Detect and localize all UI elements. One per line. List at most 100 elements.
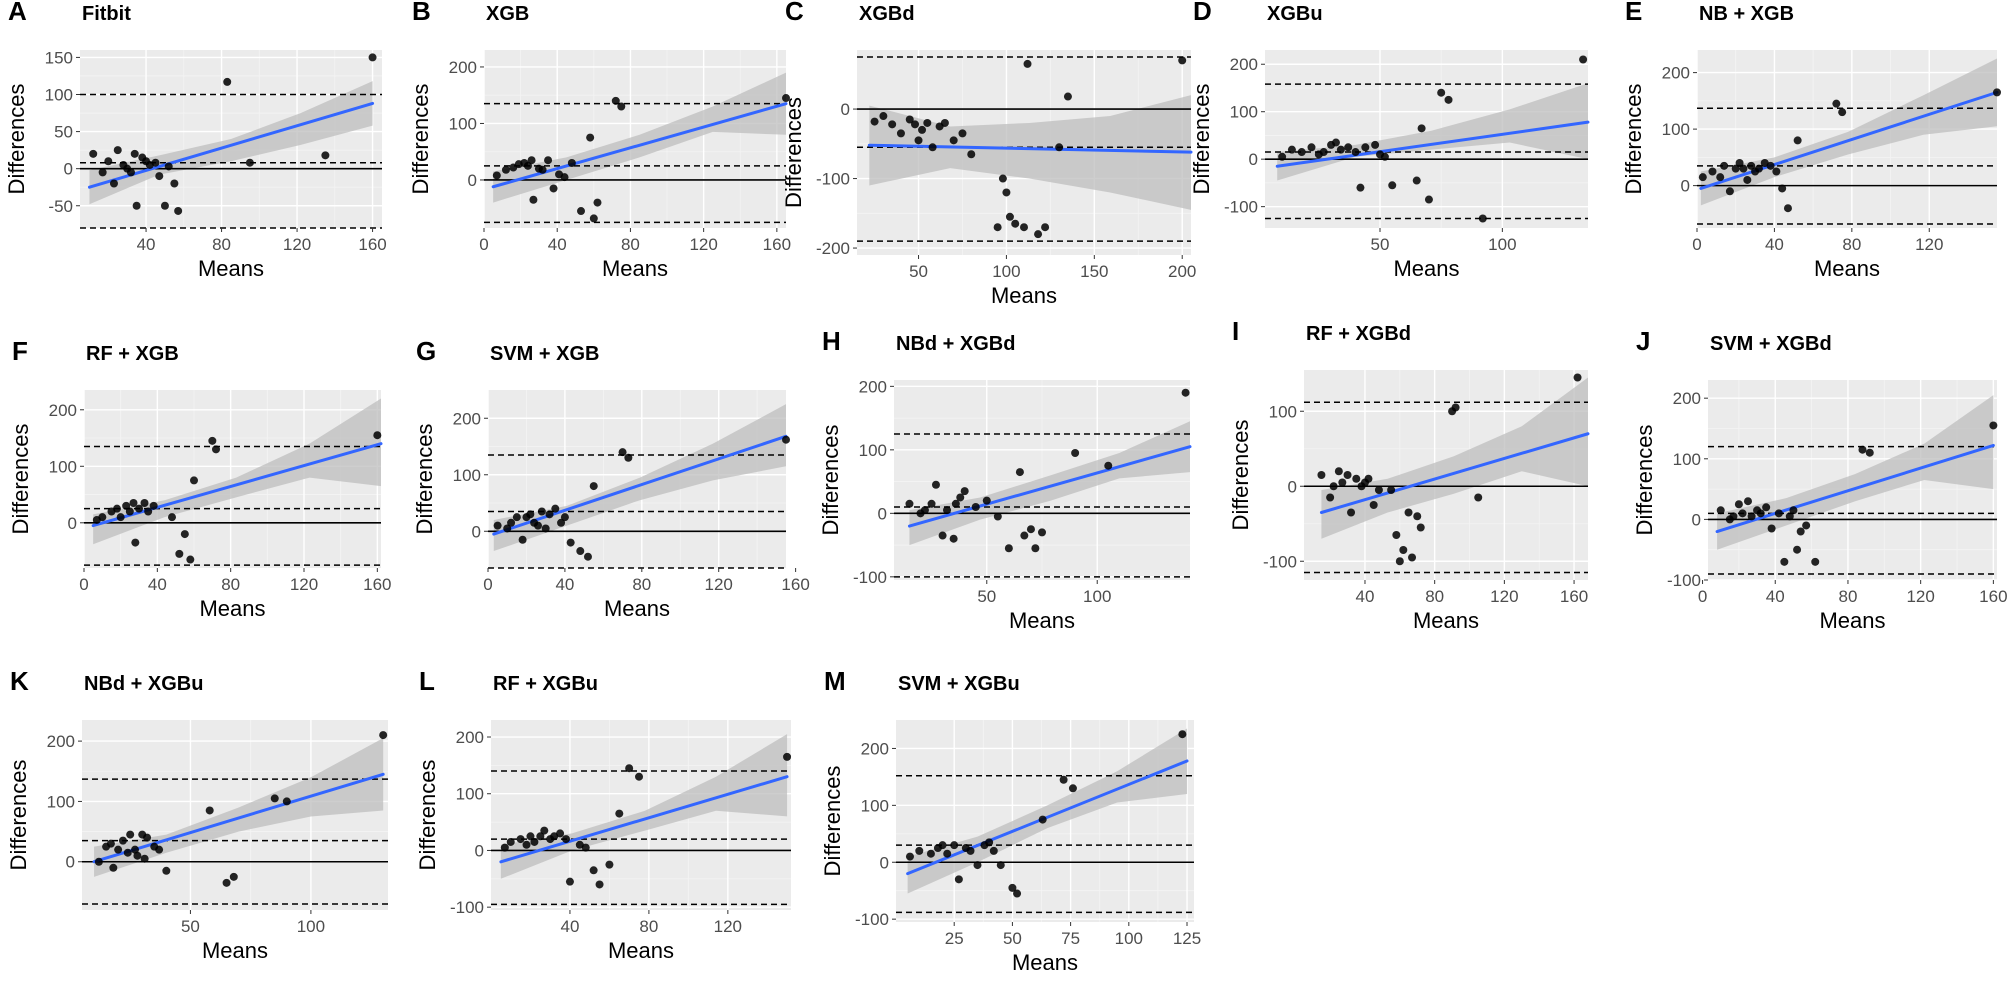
y-tick-label: 200 (49, 401, 77, 420)
data-point (1371, 140, 1380, 149)
data-point (1329, 482, 1338, 491)
data-point (129, 499, 138, 508)
data-point (180, 530, 189, 539)
y-tick-label: 0 (1692, 510, 1701, 529)
x-tick-label: 40 (137, 235, 156, 254)
regression-line (87, 101, 375, 189)
data-point (1796, 527, 1805, 536)
data-point (1317, 471, 1326, 479)
panel-letter: H (822, 326, 841, 356)
panel-b-xgb: 0 40 80 120 160 0 100 200 Means Differences B XGB (408, 0, 791, 281)
x-tick-label: 0 (1698, 587, 1707, 606)
x-tick-label: 100 (992, 262, 1020, 281)
x-tick-label: 120 (705, 575, 733, 594)
data-point (368, 53, 377, 62)
y-tick-label: 200 (1230, 55, 1258, 74)
y-tick-label: 100 (859, 441, 887, 460)
confidence-band (93, 398, 382, 545)
data-point (1754, 164, 1763, 173)
data-point (1708, 167, 1717, 176)
x-tick-label: 0 (1692, 235, 1701, 254)
y-tick-label: 100 (1230, 103, 1258, 122)
x-tick-label: 100 (297, 917, 325, 936)
data-point (1331, 138, 1340, 147)
y-axis-title: Differences (820, 766, 845, 877)
data-point (245, 158, 254, 167)
data-point (566, 538, 575, 547)
y-tick-label: 0 (1681, 177, 1690, 196)
data-point (1838, 108, 1847, 117)
data-point (538, 165, 547, 174)
data-point (1336, 145, 1345, 154)
y-tick-label: -100 (450, 898, 484, 917)
data-point (923, 118, 932, 127)
data-point (1756, 509, 1765, 518)
data-point (615, 809, 624, 818)
y-tick-label: 100 (1662, 120, 1690, 139)
data-point (782, 435, 790, 444)
data-point (126, 830, 135, 839)
data-point (1369, 501, 1378, 509)
data-point (1307, 143, 1316, 152)
panel-letter: E (1625, 0, 1642, 26)
data-point (611, 96, 620, 105)
data-point (586, 133, 595, 142)
data-point (1031, 544, 1040, 553)
x-tick-label: 160 (363, 575, 391, 594)
x-tick-label: 50 (909, 262, 928, 281)
y-tick-label: 0 (64, 160, 73, 179)
data-point (949, 136, 958, 145)
data-point (493, 521, 502, 530)
x-tick-label: 120 (283, 235, 311, 254)
data-point (1178, 730, 1187, 739)
data-point (567, 159, 576, 168)
data-point (1338, 478, 1347, 487)
data-point (118, 836, 127, 845)
panel-title: RF + XGBd (1306, 323, 1411, 345)
data-point (1783, 204, 1792, 213)
data-point (522, 840, 531, 849)
panel-m-svm-xgbu: 25 50 75 100 125 -100 0 100 200 Means Differences M… (820, 666, 1201, 975)
x-axis-title: Means (199, 596, 265, 621)
data-point (373, 431, 382, 440)
data-point (205, 806, 214, 815)
data-point (1747, 161, 1756, 170)
data-point (104, 157, 113, 166)
regression-line (1319, 432, 1590, 514)
panel-l-rf-xgbu: 40 80 120 -100 0 100 200 Means Differences L RF + … (415, 666, 792, 963)
y-tick-label: 100 (1269, 402, 1297, 421)
data-point (951, 499, 960, 508)
x-tick-label: 120 (290, 575, 318, 594)
x-axis-title: Means (1819, 608, 1885, 633)
confidence-band (869, 95, 1191, 210)
x-tick-label: 80 (1838, 587, 1857, 606)
data-point (164, 162, 173, 171)
panel-letter: D (1193, 0, 1212, 26)
data-point (1789, 506, 1798, 515)
data-point (915, 846, 924, 855)
data-point (1388, 181, 1397, 190)
data-point (565, 877, 574, 886)
data-point (109, 863, 118, 872)
data-point (379, 731, 388, 740)
data-point (526, 510, 535, 519)
data-point (998, 174, 1007, 183)
data-point (1287, 145, 1296, 154)
y-tick-label: 0 (841, 100, 850, 119)
x-tick-label: 80 (632, 575, 651, 594)
y-tick-label: 150 (45, 48, 73, 67)
x-tick-label: 80 (621, 235, 640, 254)
panel-letter: F (12, 336, 28, 366)
data-point (208, 436, 217, 445)
data-point (625, 764, 634, 773)
data-point (131, 845, 140, 854)
data-point (122, 501, 131, 510)
data-point (1399, 546, 1408, 554)
x-tick-label: 120 (689, 235, 717, 254)
x-tick-label: 100 (1083, 587, 1111, 606)
data-point (1071, 449, 1080, 458)
y-tick-label: 0 (472, 522, 481, 541)
y-axis-title: Differences (1632, 425, 1657, 536)
x-tick-label: 40 (1356, 587, 1375, 606)
